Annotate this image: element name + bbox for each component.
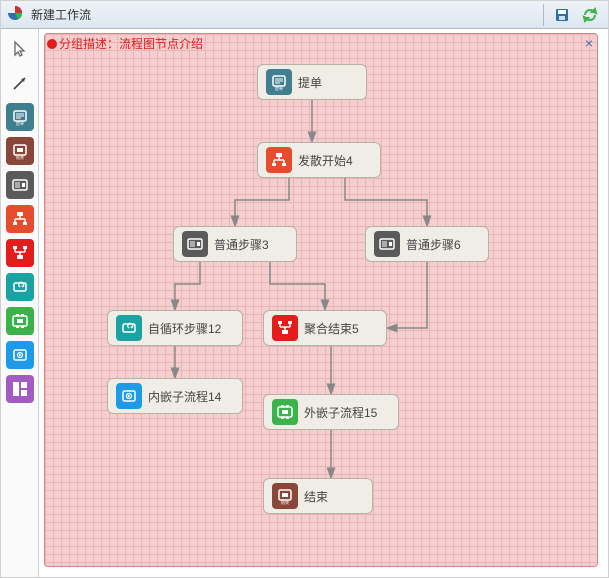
diverge-icon — [266, 147, 292, 173]
group-close-icon[interactable]: × — [585, 36, 593, 50]
step-icon — [182, 231, 208, 257]
save-button[interactable] — [550, 4, 574, 26]
node-label: 聚合结束5 — [304, 320, 359, 337]
group-node[interactable] — [6, 375, 34, 403]
flow-node[interactable]: 聚合结束5 — [263, 310, 387, 346]
workflow-editor: 新建工作流 提单结束 分组描述：流程图节点介绍×提单提单发散开始4普通步骤3普通… — [0, 0, 609, 578]
diverge-node[interactable] — [6, 205, 34, 233]
edge[interactable] — [345, 178, 427, 226]
svg-text:结束: 结束 — [16, 154, 24, 160]
subinl-icon — [116, 383, 142, 409]
flow-node[interactable]: 内嵌子流程14 — [107, 378, 243, 414]
end-node[interactable]: 结束 — [6, 137, 34, 165]
window-title: 新建工作流 — [31, 6, 537, 23]
end-icon: 结束 — [272, 483, 298, 509]
subext-icon — [272, 399, 298, 425]
svg-text:结束: 结束 — [281, 499, 289, 505]
step-node[interactable] — [6, 171, 34, 199]
flow-node[interactable]: 普通步骤6 — [365, 226, 489, 262]
refresh-button[interactable] — [578, 4, 602, 26]
sub-inline-node[interactable] — [6, 341, 34, 369]
edge[interactable] — [175, 262, 200, 310]
group-label: 分组描述：流程图节点介绍 — [47, 35, 203, 52]
node-label: 外嵌子流程15 — [304, 404, 377, 421]
self-loop-node[interactable] — [6, 273, 34, 301]
pie-chart-icon — [7, 5, 23, 24]
node-label: 普通步骤3 — [214, 236, 269, 253]
flow-node[interactable]: 外嵌子流程15 — [263, 394, 399, 430]
edge[interactable] — [235, 178, 289, 226]
edge[interactable] — [270, 262, 325, 310]
node-label: 内嵌子流程14 — [148, 388, 221, 405]
flow-node[interactable]: 结束结束 — [263, 478, 373, 514]
svg-text:提单: 提单 — [16, 120, 24, 126]
selfloop-icon — [116, 315, 142, 341]
node-label: 发散开始4 — [298, 152, 353, 169]
submit-icon: 提单 — [266, 69, 292, 95]
step-icon — [374, 231, 400, 257]
flow-node[interactable]: 发散开始4 — [257, 142, 381, 178]
converge-icon — [272, 315, 298, 341]
toolbar-separator — [543, 4, 544, 26]
group-region[interactable]: 分组描述：流程图节点介绍×提单提单发散开始4普通步骤3普通步骤6自循环步骤12聚… — [44, 33, 598, 567]
refresh-icon — [582, 7, 598, 23]
flow-node[interactable]: 自循环步骤12 — [107, 310, 243, 346]
submit-node[interactable]: 提单 — [6, 103, 34, 131]
node-label: 结束 — [304, 488, 328, 505]
sub-ext-node[interactable] — [6, 307, 34, 335]
node-label: 提单 — [298, 74, 322, 91]
tool-palette: 提单结束 — [1, 29, 39, 577]
save-icon — [554, 7, 570, 23]
group-label-text: 分组描述：流程图节点介绍 — [59, 35, 203, 52]
flow-node[interactable]: 提单提单 — [257, 64, 367, 100]
svg-text:提单: 提单 — [275, 85, 283, 91]
main-area: 提单结束 分组描述：流程图节点介绍×提单提单发散开始4普通步骤3普通步骤6自循环… — [1, 29, 608, 577]
toolbar: 新建工作流 — [1, 1, 608, 29]
converge-node[interactable] — [6, 239, 34, 267]
edge[interactable] — [387, 262, 427, 328]
cursor-tool[interactable] — [6, 35, 34, 63]
flow-node[interactable]: 普通步骤3 — [173, 226, 297, 262]
record-dot-icon — [47, 39, 57, 49]
canvas[interactable]: 分组描述：流程图节点介绍×提单提单发散开始4普通步骤3普通步骤6自循环步骤12聚… — [39, 29, 608, 577]
node-label: 普通步骤6 — [406, 236, 461, 253]
node-label: 自循环步骤12 — [148, 320, 221, 337]
arrow-tool[interactable] — [6, 69, 34, 97]
